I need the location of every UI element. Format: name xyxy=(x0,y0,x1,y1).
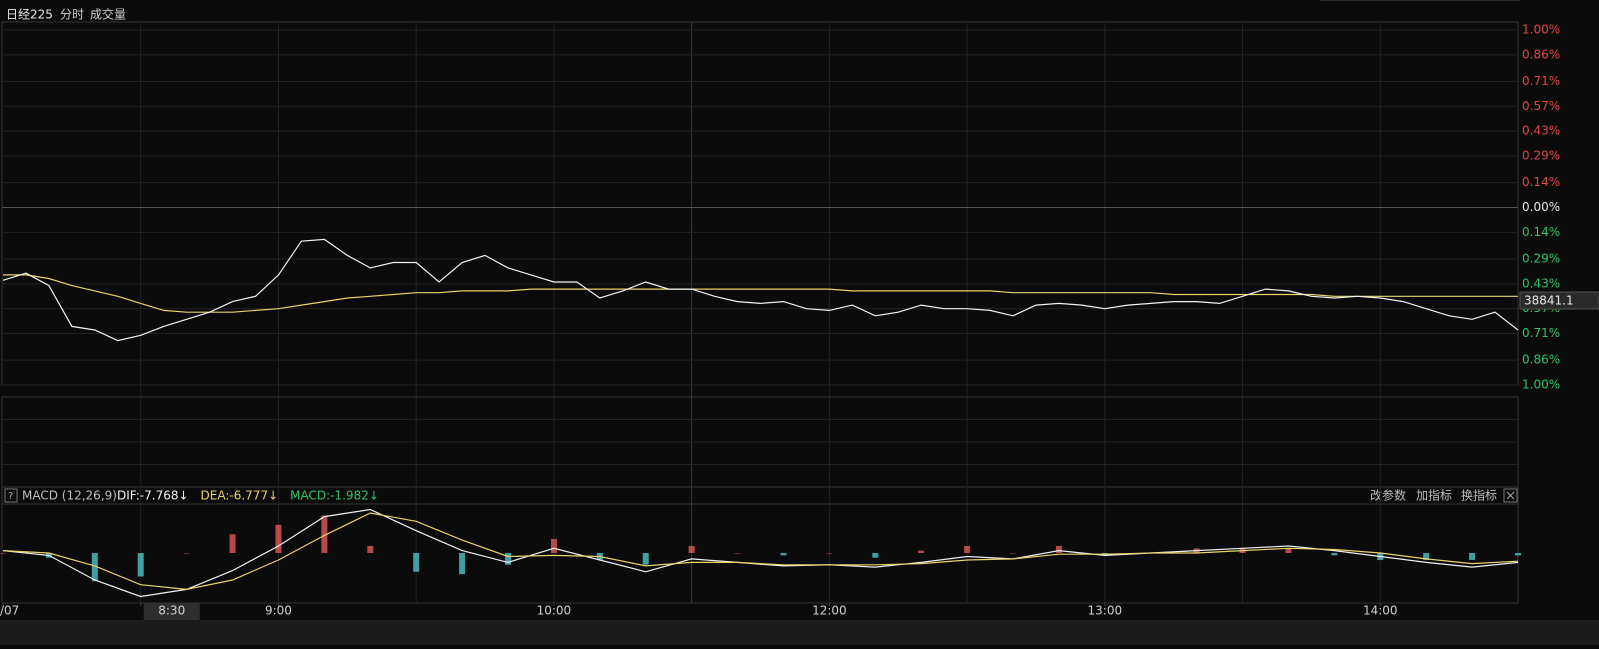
y-tick-label: 0.57% xyxy=(1522,99,1560,113)
macd-bar xyxy=(872,553,879,558)
macd-bar xyxy=(183,553,190,554)
y-tick-label: 0.86% xyxy=(1522,353,1560,367)
button[interactable]: 加指标 xyxy=(1416,488,1452,503)
macd-bar xyxy=(688,545,695,553)
y-tick-label: 0.14% xyxy=(1522,225,1560,239)
help-icon[interactable] xyxy=(4,488,18,503)
x-tick-label: 12:00 xyxy=(812,604,847,618)
cursor-time-box xyxy=(143,603,200,620)
y-tick-label: 0.29% xyxy=(1522,149,1560,163)
button[interactable]: 换指标 xyxy=(1461,488,1497,503)
macd-bar xyxy=(229,534,236,553)
y-tick-label: 0.00% xyxy=(1522,200,1560,214)
y-tick-label: 0.71% xyxy=(1522,74,1560,88)
macd-bar xyxy=(367,545,374,553)
macd-bar xyxy=(642,553,649,565)
y-tick-label: 0.86% xyxy=(1522,47,1560,61)
button[interactable]: 改参数 xyxy=(1370,488,1406,503)
y-tick-label: 0.29% xyxy=(1522,251,1560,265)
legend-entry: DIF:-7.768↓ xyxy=(117,489,189,503)
macd-bar xyxy=(1423,553,1430,561)
help-icon-text: ? xyxy=(8,491,13,502)
series-line xyxy=(3,274,1518,313)
x-tick-label: 13:00 xyxy=(1088,604,1123,618)
macd-bar xyxy=(459,553,466,575)
price-tag xyxy=(1519,291,1599,310)
macd-bar xyxy=(1285,548,1292,553)
x-tick-label: 10:00 xyxy=(537,604,572,618)
x-tick-label: 9:00 xyxy=(265,604,292,618)
macd-bar xyxy=(413,553,420,572)
macd-panel xyxy=(1,486,1519,604)
macd-bar xyxy=(505,553,511,565)
macd-bar xyxy=(0,553,6,554)
close-button[interactable] xyxy=(1503,488,1518,503)
x-tick-label: /07 xyxy=(0,604,19,618)
macd-bar xyxy=(91,553,98,582)
legend-entry: DEA:-6.777↓ xyxy=(201,489,279,503)
macd-bar xyxy=(734,553,741,554)
macd-bar xyxy=(1010,553,1016,554)
macd-title: MACD (12,26,9) xyxy=(22,489,117,503)
macd-bar xyxy=(1055,545,1062,553)
macd-bar xyxy=(550,538,557,553)
legend-entry: MACD:-1.982↓ xyxy=(290,489,379,503)
y-tick-label: 1.00% xyxy=(1522,23,1560,37)
close-icon xyxy=(1506,491,1515,500)
bottom-bar xyxy=(0,620,1599,645)
x-tick-label: 8:30 xyxy=(158,604,185,618)
last-price: 38841.1 xyxy=(1524,294,1574,308)
y-tick-label: 0.43% xyxy=(1522,276,1560,290)
series-line xyxy=(2,238,1519,342)
macd-bar xyxy=(826,553,833,554)
macd-bar xyxy=(137,553,144,577)
macd-bar xyxy=(321,515,328,553)
volume-tab[interactable]: 成交量 xyxy=(90,7,126,22)
macd-bar xyxy=(1515,553,1521,556)
y-tick-label: 1.00% xyxy=(1522,378,1560,392)
macd-bar xyxy=(275,524,282,553)
macd-bar xyxy=(964,545,971,553)
symbol: 日经225 xyxy=(6,8,53,22)
y-tick-label: 0.14% xyxy=(1522,175,1560,189)
y-tick-label: 0.71% xyxy=(1522,326,1560,340)
macd-bar xyxy=(780,553,787,556)
macd-bar xyxy=(1469,553,1476,561)
mode-tab[interactable]: 分时 xyxy=(60,8,84,22)
y-tick-label: 0.43% xyxy=(1522,124,1560,138)
macd-bar xyxy=(1331,553,1338,556)
macd-bar xyxy=(918,550,925,553)
macd-line xyxy=(2,512,1519,591)
x-tick-label: 14:00 xyxy=(1363,604,1398,618)
